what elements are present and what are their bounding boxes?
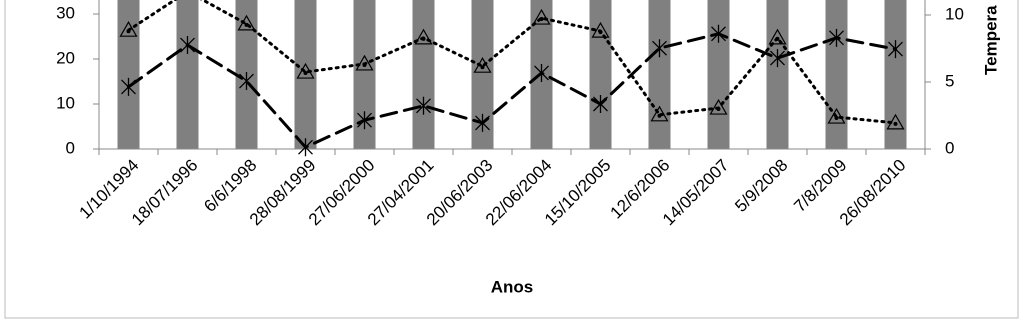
marker (591, 21, 610, 38)
marker-dot (834, 116, 839, 121)
y-tick-label: 20 (56, 48, 75, 67)
marker (180, 36, 195, 55)
marker (237, 14, 256, 31)
line-series (127, 32, 897, 150)
marker-triangle (532, 8, 551, 25)
x-axis-label: Anos (491, 277, 534, 296)
bar (176, 0, 199, 149)
bar (648, 0, 671, 149)
marker (827, 107, 846, 124)
marker (650, 105, 669, 122)
x-tick-label: 5/9/2008 (731, 156, 791, 216)
y2-tick-label: 10 (945, 4, 964, 23)
marker-triangle (709, 98, 728, 115)
marker-triangle (119, 20, 138, 37)
y2-tick-label: 0 (945, 138, 954, 157)
marker (473, 56, 492, 73)
marker (534, 63, 549, 82)
marker-dot (539, 17, 544, 22)
marker (239, 72, 254, 91)
marker-triangle (296, 62, 315, 79)
marker-dot (893, 121, 898, 126)
marker (298, 138, 313, 157)
marker (709, 98, 728, 115)
marker-triangle (473, 56, 492, 73)
marker (768, 28, 787, 45)
marker (711, 24, 726, 43)
bar (825, 0, 848, 149)
marker (121, 77, 136, 96)
marker (886, 113, 905, 130)
bar (707, 0, 730, 149)
y-tick-label: 10 (56, 93, 75, 112)
marker-dot (303, 71, 308, 76)
marker (593, 95, 608, 113)
marker (119, 20, 138, 37)
marker-dot (716, 107, 721, 112)
y2-axis-label: Tempera (981, 5, 1000, 75)
marker-dot (362, 62, 367, 67)
marker-dot (657, 113, 662, 118)
marker (532, 8, 551, 25)
marker-triangle (355, 54, 374, 71)
line-series (127, 0, 897, 125)
chart-frame (4, 0, 1019, 319)
marker (357, 111, 372, 130)
y2-tick-label: 5 (945, 71, 954, 90)
bar (117, 0, 140, 149)
marker (475, 113, 490, 132)
y-tick-label: 0 (66, 138, 75, 157)
bar (884, 0, 907, 149)
marker (770, 49, 785, 68)
bar (766, 0, 789, 149)
marker-dot (480, 65, 485, 70)
marker-triangle (650, 105, 669, 122)
marker-triangle (886, 113, 905, 130)
marker-dot (598, 30, 603, 35)
marker (414, 28, 433, 45)
marker (652, 39, 667, 58)
y-tick-label: 30 (56, 3, 75, 22)
marker-dot (421, 36, 426, 41)
bar (412, 0, 435, 149)
marker-dot (244, 22, 249, 27)
marker (829, 28, 844, 47)
marker (416, 96, 431, 115)
marker-triangle (237, 14, 256, 31)
bar (471, 0, 494, 149)
marker-triangle (591, 21, 610, 38)
marker-dot (775, 36, 780, 41)
marker-dot (126, 29, 131, 34)
marker (355, 54, 374, 71)
x-tick-label: 7/8/2009 (790, 156, 850, 216)
bar (353, 0, 376, 149)
x-tick-label: 6/6/1998 (200, 156, 260, 216)
marker (296, 62, 315, 79)
marker-triangle (827, 107, 846, 124)
marker (888, 40, 903, 59)
marker-triangle (414, 28, 433, 45)
marker-triangle (768, 28, 787, 45)
